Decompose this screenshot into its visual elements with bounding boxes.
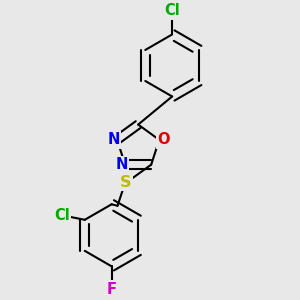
Text: F: F [106,282,117,297]
Text: N: N [107,132,120,147]
Text: Cl: Cl [164,3,180,18]
Text: N: N [116,157,128,172]
Text: S: S [120,175,131,190]
Text: O: O [158,132,170,147]
Text: Cl: Cl [54,208,70,224]
